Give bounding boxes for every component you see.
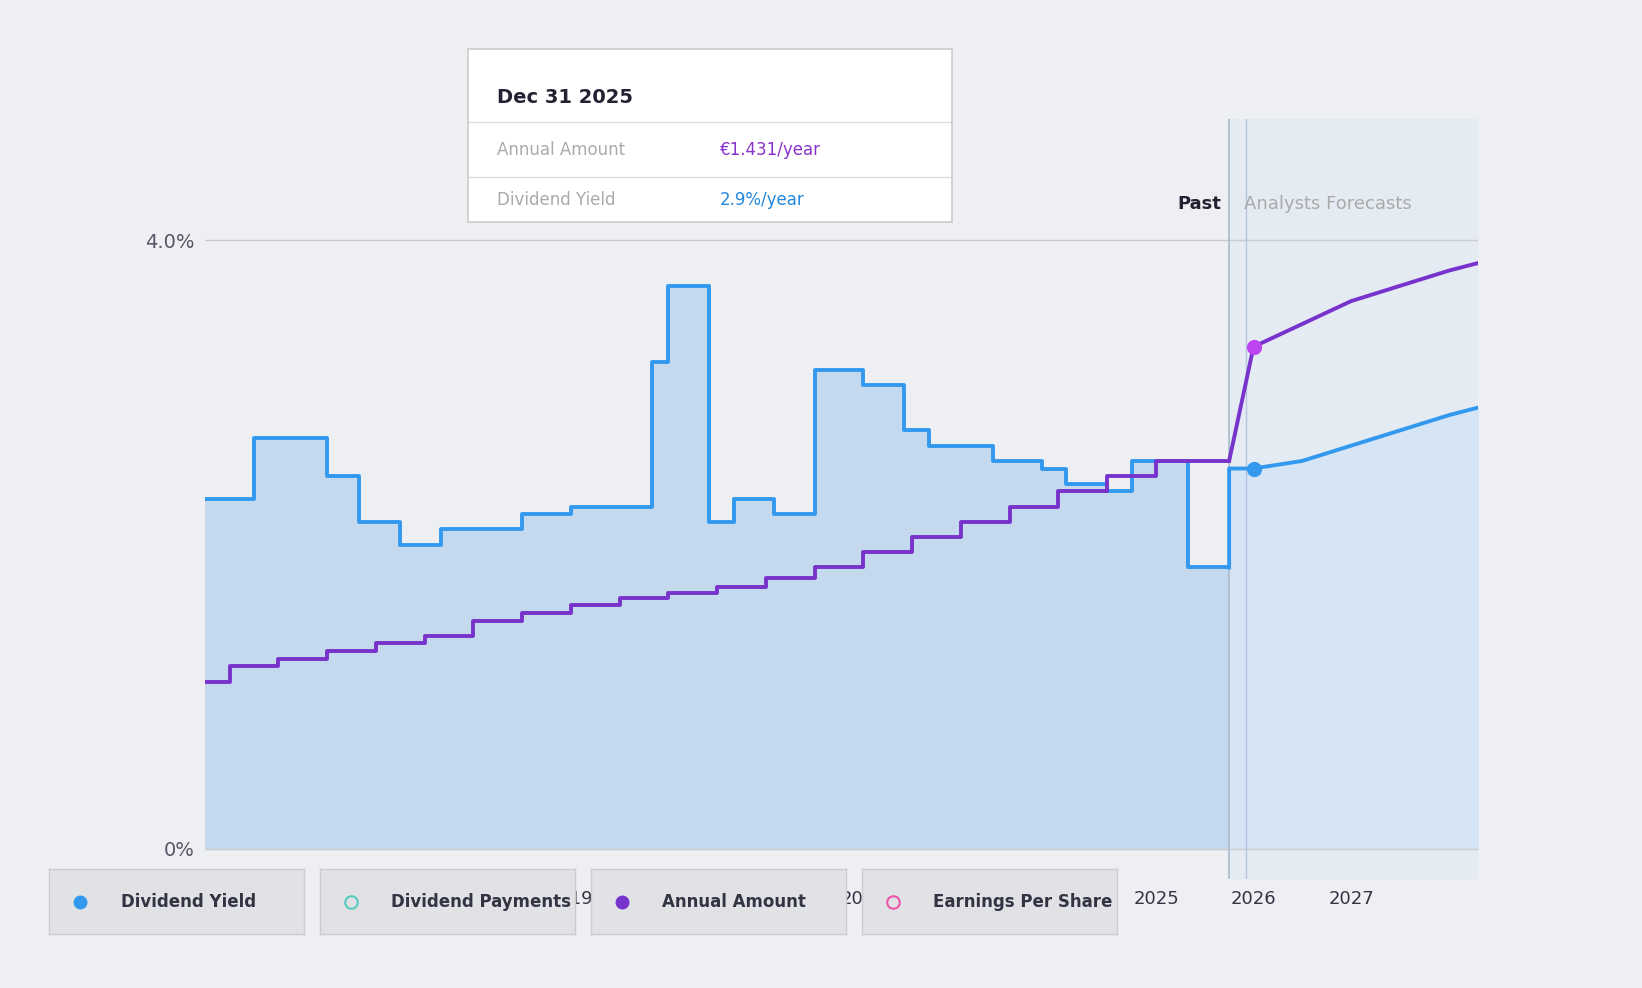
Point [1240, 339, 1266, 355]
Text: Annual Amount: Annual Amount [662, 892, 806, 911]
Text: Earnings Per Share: Earnings Per Share [933, 892, 1113, 911]
Text: Dividend Payments: Dividend Payments [391, 892, 571, 911]
Point [1240, 460, 1266, 476]
Bar [1230, 119, 1478, 879]
Text: Past: Past [1177, 196, 1222, 213]
Text: Dividend Yield: Dividend Yield [498, 191, 616, 208]
Text: €1.431/year: €1.431/year [719, 140, 821, 159]
Text: Analysts Forecasts: Analysts Forecasts [1243, 196, 1412, 213]
Text: 2.9%/year: 2.9%/year [719, 191, 805, 208]
Text: Annual Amount: Annual Amount [498, 140, 626, 159]
Text: Dec 31 2025: Dec 31 2025 [498, 88, 634, 108]
Text: Dividend Yield: Dividend Yield [120, 892, 256, 911]
